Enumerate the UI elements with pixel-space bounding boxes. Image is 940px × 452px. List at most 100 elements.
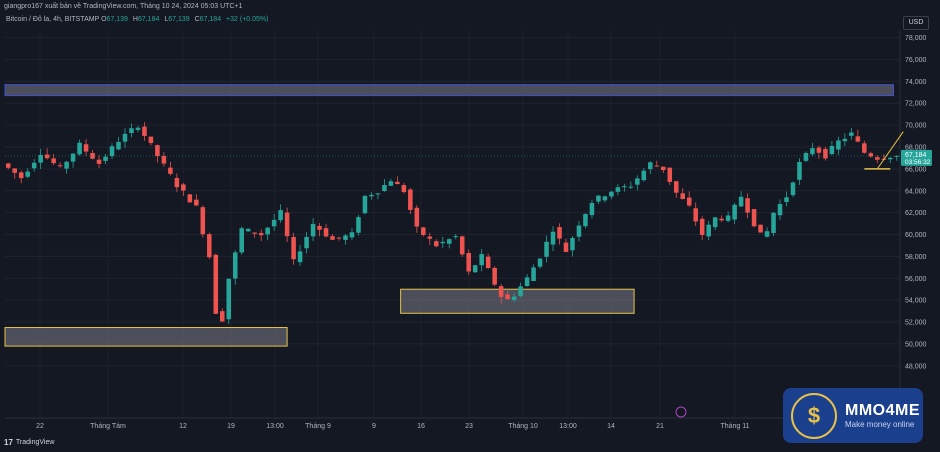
change-value: +32 (+0.05%) <box>226 16 269 23</box>
candle-body <box>803 153 809 161</box>
last-price-label: 67,184 <box>905 152 927 159</box>
candle-body <box>790 182 796 196</box>
candle-body <box>557 227 562 239</box>
candle-body <box>395 181 400 185</box>
candle-body <box>31 162 37 169</box>
x-tick-label: Tháng 10 <box>508 423 538 430</box>
candle-body <box>661 166 666 171</box>
y-tick-label: 64,000 <box>905 188 927 195</box>
lightning-icon <box>675 406 687 418</box>
candle-body <box>446 239 452 244</box>
candle-body <box>673 181 679 193</box>
candle-body <box>421 227 426 236</box>
y-tick-label: 56,000 <box>905 276 927 283</box>
candle-body <box>719 218 724 221</box>
candle-body <box>310 223 316 237</box>
y-tick-label: 48,000 <box>905 363 927 370</box>
candle-body <box>265 227 270 235</box>
close-label: C <box>194 16 200 23</box>
watermark-text: MMO4ME Make money online <box>845 402 920 429</box>
x-tick-label: Tháng Tám <box>90 423 126 430</box>
candle-body <box>213 254 219 314</box>
candle-body <box>70 153 76 162</box>
candle-body <box>466 252 471 272</box>
candle-body <box>427 236 433 239</box>
y-tick-label: 50,000 <box>905 341 927 348</box>
symbol-legend: Bitcoin / Đô la, 4h, BITSTAMP O67,139 H6… <box>6 16 271 23</box>
candle-body <box>187 194 193 203</box>
tradingview-label: TradingView <box>15 439 55 446</box>
candle-body <box>232 252 238 279</box>
candle-body <box>492 267 497 285</box>
candle-body <box>479 254 484 266</box>
candle-body <box>751 209 757 227</box>
candle-body <box>51 158 56 164</box>
currency-button[interactable]: USD <box>903 16 929 30</box>
candle-body <box>686 197 692 206</box>
candle-body <box>888 157 893 160</box>
candle-body <box>745 198 750 213</box>
candle-body <box>810 148 815 155</box>
candle-body <box>278 210 283 221</box>
x-tick-label: Tháng 11 <box>720 423 749 430</box>
candle-body <box>641 170 647 181</box>
candle-body <box>544 241 549 257</box>
candle-body <box>239 228 244 253</box>
candle-body <box>738 196 744 207</box>
candle-body <box>764 231 770 237</box>
candle-body <box>596 195 601 202</box>
candle-body <box>343 235 348 240</box>
candle-body <box>712 217 718 228</box>
candle-body <box>459 236 465 255</box>
candle-body <box>725 215 731 221</box>
candle-body <box>382 184 387 191</box>
candle-body <box>823 148 828 159</box>
y-tick-label: 74,000 <box>905 79 927 86</box>
candle-body <box>317 226 322 230</box>
x-tick-label: 19 <box>227 423 235 430</box>
candle-body <box>401 185 407 192</box>
y-tick-label: 76,000 <box>905 57 927 64</box>
x-tick-label: 13:00 <box>266 423 284 430</box>
candle-body <box>434 241 439 247</box>
candle-body <box>291 237 296 260</box>
candle-body <box>103 156 108 161</box>
candle-body <box>829 145 835 154</box>
candle-body <box>25 171 30 177</box>
candle-body <box>369 194 374 197</box>
candle-body <box>693 208 698 222</box>
candle-body <box>894 155 900 157</box>
candle-body <box>83 144 89 152</box>
candle-body <box>375 193 381 195</box>
candle-body <box>771 212 776 233</box>
high-value: 67,184 <box>137 16 160 23</box>
candle-body <box>784 197 789 202</box>
symbol-name[interactable]: Bitcoin / Đô la, 4h, BITSTAMP <box>6 16 100 23</box>
candle-body <box>284 212 290 237</box>
candle-body <box>862 143 867 153</box>
open-value: 67,139 <box>106 16 128 23</box>
candle-body <box>628 186 634 188</box>
demand-zone <box>4 327 288 347</box>
candle-body <box>18 172 24 179</box>
candle-body <box>732 204 737 220</box>
x-tick-label: 22 <box>36 423 44 430</box>
x-tick-label: 12 <box>179 423 187 430</box>
y-tick-label: 52,000 <box>905 320 927 327</box>
x-tick-label: 9 <box>372 423 376 430</box>
demand-zone <box>400 288 635 314</box>
candle-body <box>511 296 517 300</box>
candle-body <box>576 225 582 237</box>
candle-body <box>408 189 413 210</box>
candle-body <box>563 242 569 252</box>
candle-body <box>57 165 63 167</box>
tradingview-logo[interactable]: 17 TradingView <box>4 438 54 447</box>
candle-body <box>168 167 173 174</box>
high-label: H <box>132 16 138 23</box>
candle-body <box>129 128 134 133</box>
dollar-badge-icon: $ <box>791 392 837 439</box>
candle-body <box>349 232 355 238</box>
candle-body <box>797 161 802 180</box>
